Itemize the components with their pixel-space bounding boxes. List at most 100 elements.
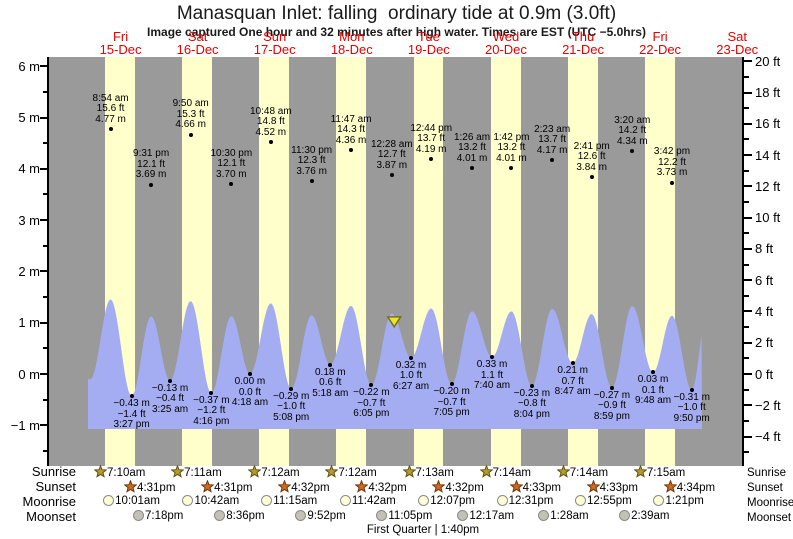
moonrise-row-label-left: Moonrise	[22, 494, 76, 509]
high-tide-annotation: 12:44 pm 13.7 ft 4.19 m	[410, 122, 453, 155]
right-axis-minor-tick	[744, 451, 749, 454]
sunset-time: 4:32pm	[445, 482, 484, 494]
right-axis-tick-label: −4 ft	[755, 429, 781, 445]
tide-curve	[88, 299, 702, 429]
right-axis-minor-tick	[744, 75, 749, 78]
low-tide-annotation: −0.27 m −0.9 ft 8:59 pm	[593, 389, 631, 422]
low-tide-annotation: 0.18 m 0.6 ft 5:18 am	[312, 366, 349, 399]
left-axis-tick-label: −1 m	[10, 417, 40, 433]
low-tide-dot	[490, 355, 495, 360]
sunrise-time: 7:13am	[415, 467, 454, 479]
sunset-entry: 4:32pm	[277, 479, 330, 494]
high-tide-dot	[229, 182, 234, 187]
day-header: Tue 19-Dec	[407, 29, 450, 57]
high-tide-annotation: 10:48 am 14.8 ft 4.52 m	[249, 105, 292, 138]
moonset-entry: 1:28am	[538, 510, 589, 524]
day-header: Sat 16-Dec	[176, 29, 219, 57]
sunrise-entry: 7:13am	[401, 464, 454, 479]
sunrise-time: 7:11am	[184, 467, 222, 479]
day-header: Sun 17-Dec	[253, 29, 296, 57]
low-tide-annotation: −0.29 m −1.0 ft 5:08 pm	[272, 390, 310, 423]
moonset-time: 2:39am	[631, 510, 670, 522]
sunrise-icon	[93, 464, 108, 478]
low-tide-annotation: 0.33 m 1.1 ft 7:40 am	[473, 359, 511, 392]
moonset-row-label-right: Moonset	[747, 512, 792, 524]
moonset-time: 8:36pm	[226, 510, 265, 522]
right-axis-minor-tick	[744, 294, 749, 297]
right-axis	[742, 57, 744, 466]
moonrise-time: 12:31pm	[508, 495, 554, 507]
sunset-icon	[586, 479, 601, 493]
left-axis-tick-label: 0 m	[18, 366, 40, 382]
low-tide-dot	[609, 385, 614, 390]
moonrise-entry: 11:15am	[261, 495, 317, 509]
moonset-time: 7:18pm	[144, 510, 184, 522]
low-tide-annotation: 0.32 m 1.0 ft 6:27 am	[392, 359, 430, 392]
right-axis-minor-tick	[744, 200, 749, 203]
low-tide-annotation: 0.03 m 0.1 ft 9:48 am	[634, 374, 672, 407]
left-axis-minor-tick	[43, 90, 48, 93]
right-axis-tick	[744, 122, 752, 125]
right-axis-minor-tick	[744, 388, 749, 391]
moonrise-entry: 12:31pm	[496, 495, 554, 509]
high-tide-dot	[389, 173, 394, 178]
left-axis-minor-tick	[43, 244, 48, 247]
left-axis-tick	[40, 321, 48, 324]
right-axis-tick-label: 18 ft	[755, 85, 781, 101]
page-title: Manasquan Inlet: falling ordinary tide a…	[176, 3, 617, 24]
low-tide-dot	[651, 370, 656, 375]
low-tide-annotation: −0.37 m −1.2 ft 4:16 pm	[193, 394, 230, 427]
low-tide-dot	[409, 355, 414, 360]
low-tide-dot	[328, 362, 333, 367]
right-axis-minor-tick	[744, 357, 749, 360]
high-tide-dot	[630, 149, 635, 154]
right-axis-tick	[744, 279, 752, 282]
high-tide-annotation: 3:20 am 14.2 ft 4.34 m	[614, 114, 651, 147]
high-tide-annotation: 10:30 pm 12.1 ft 3.70 m	[210, 147, 253, 180]
low-tide-dot	[129, 394, 134, 399]
moonset-time: 1:28am	[550, 510, 589, 522]
low-tide-annotation: −0.43 m −1.4 ft 3:27 pm	[113, 398, 150, 431]
moonrise-time: 1:21pm	[665, 495, 704, 507]
left-axis-tick-label: 4 m	[18, 161, 40, 177]
left-axis-tick	[40, 424, 48, 427]
left-axis-minor-tick	[43, 347, 48, 350]
sunset-icon	[431, 479, 446, 493]
right-axis-tick-label: 6 ft	[755, 272, 774, 288]
left-axis-tick-label: 1 m	[18, 315, 40, 331]
right-axis-minor-tick	[744, 232, 749, 235]
low-tide-annotation: −0.22 m −0.7 ft 6:05 pm	[353, 387, 390, 420]
moonset-icon	[376, 510, 388, 521]
high-tide-annotation: 2:23 am 13.7 ft 4.17 m	[534, 123, 571, 156]
moon-phase-label: First Quarter | 1:40pm	[366, 524, 480, 536]
moonrise-icon	[103, 495, 115, 506]
day-header: Wed 20-Dec	[484, 29, 527, 57]
high-tide-annotation: 3:42 pm 12.2 ft 3.73 m	[653, 146, 691, 179]
high-tide-annotation: 1:26 am 13.2 ft 4.01 m	[453, 131, 491, 164]
low-tide-dot	[289, 386, 294, 391]
sunset-icon	[277, 479, 292, 493]
sunset-entry: 4:34pm	[663, 479, 716, 494]
right-axis-tick	[744, 91, 752, 94]
moonset-time: 11:05pm	[388, 510, 433, 522]
moonrise-time: 11:42am	[351, 495, 396, 507]
moonset-entry: 2:39am	[619, 510, 669, 524]
low-tide-annotation: −0.20 m −0.7 ft 7:05 pm	[433, 386, 470, 419]
right-axis-tick-label: 8 ft	[755, 241, 774, 257]
moonrise-time: 10:42am	[194, 495, 240, 507]
moonrise-icon	[261, 495, 273, 506]
left-axis-tick-label: 2 m	[18, 263, 40, 279]
sunset-time: 4:34pm	[676, 482, 716, 494]
low-tide-dot	[570, 361, 575, 366]
moonrise-time: 10:01am	[115, 495, 160, 507]
moonrise-entry: 12:55pm	[574, 495, 632, 509]
sunrise-entry: 7:14am	[479, 464, 531, 479]
moonrise-time: 12:55pm	[586, 495, 632, 507]
low-tide-annotation: −0.31 m −1.0 ft 9:50 pm	[673, 391, 710, 424]
high-tide-dot	[429, 157, 434, 162]
left-axis-tick-label: 3 m	[18, 212, 40, 228]
sunset-time: 4:32pm	[291, 482, 330, 494]
right-axis-tick	[744, 373, 752, 375]
high-tide-dot	[268, 140, 273, 145]
high-tide-annotation: 11:30 pm 12.3 ft 3.76 m	[291, 144, 333, 177]
